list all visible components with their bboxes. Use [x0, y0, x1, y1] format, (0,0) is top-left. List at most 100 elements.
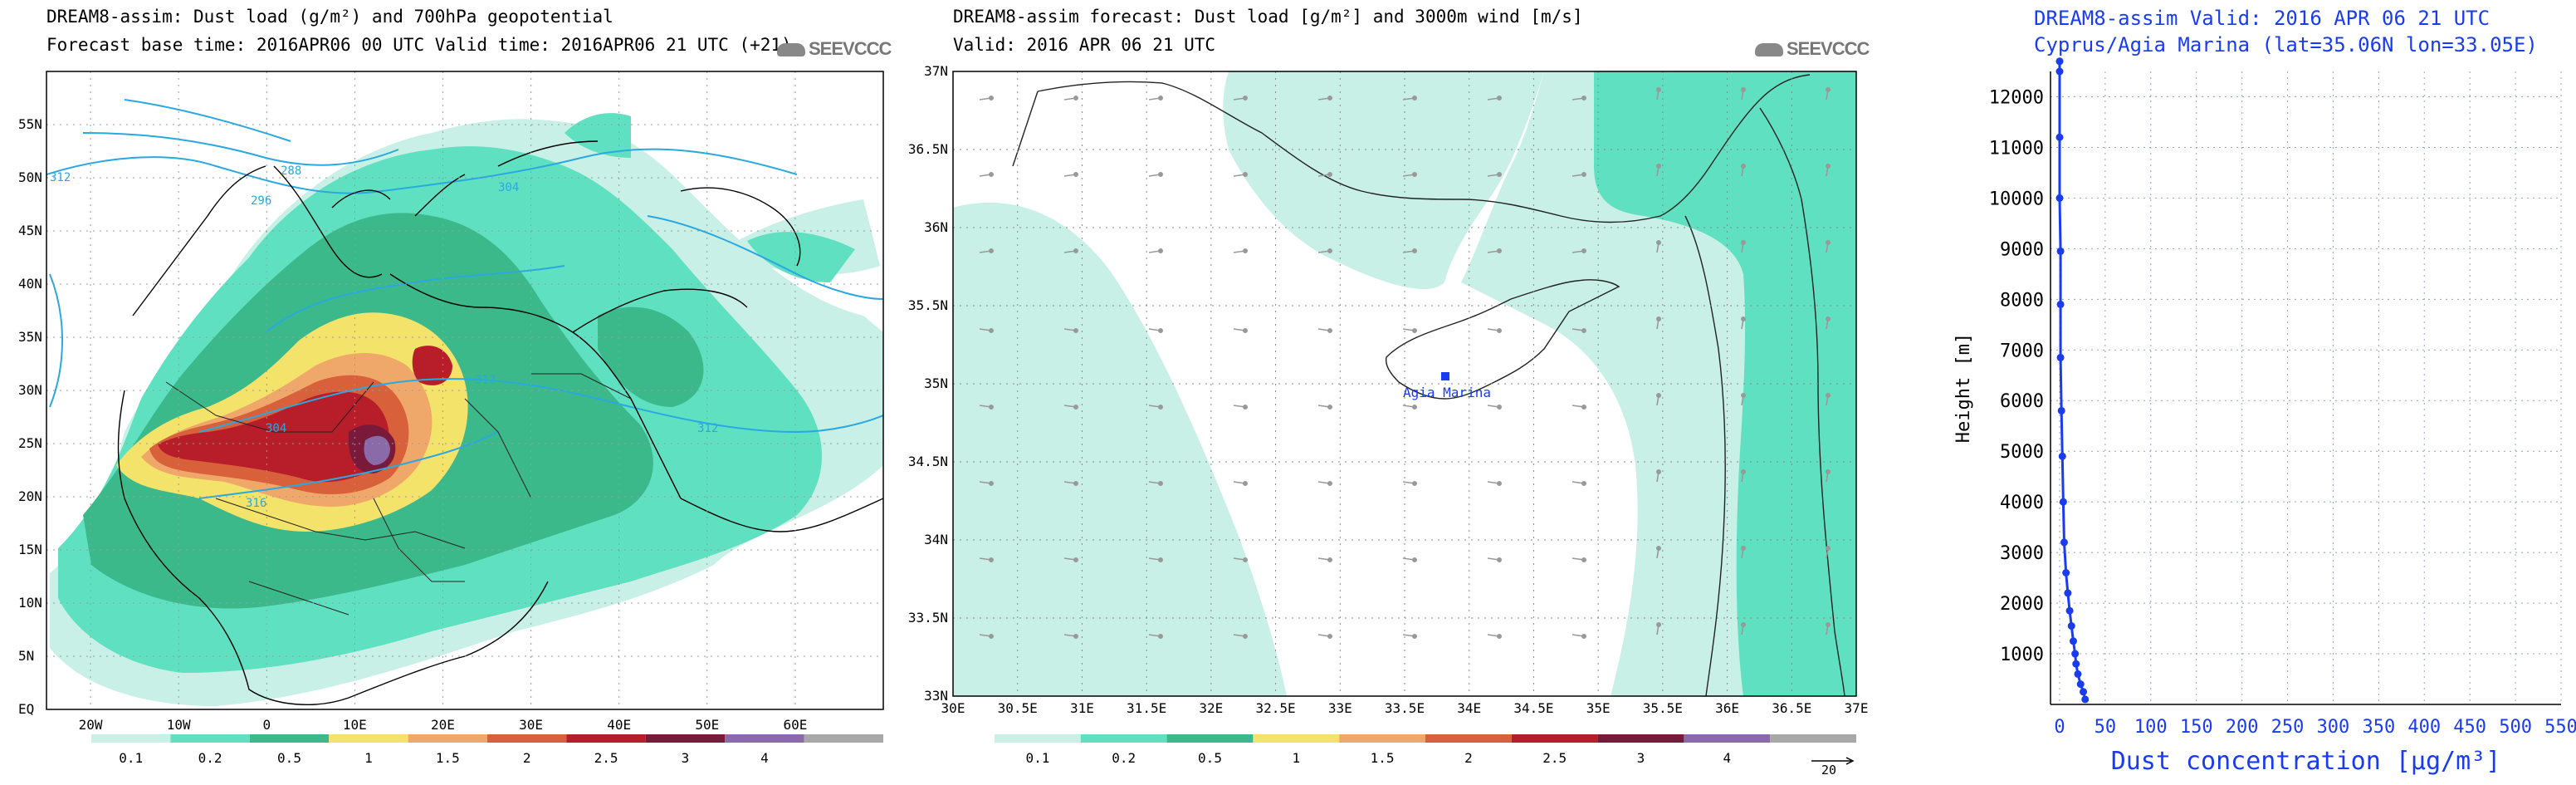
cyprus-map-canvas: Agia Marina 37N36.5N36N35.5N35N34.5N34N3… — [908, 63, 1869, 778]
wind-arrow-head — [1496, 96, 1502, 101]
wind-arrow-head — [1327, 404, 1332, 410]
y-tick-label: 7000 — [2000, 341, 2044, 361]
x-tick-label: 0 — [2054, 717, 2065, 738]
wind-arrow-head — [989, 480, 995, 486]
wind-arrow-head — [1411, 557, 1417, 562]
latitude-tick-label: 35.5N — [908, 297, 948, 313]
latitude-tick-label: 10N — [18, 595, 42, 611]
colorbar-swatch — [995, 734, 1081, 743]
longitude-tick-label: 36E — [1715, 700, 1739, 716]
wind-arrow-head — [1242, 404, 1248, 410]
wind-arrow-head — [1327, 327, 1332, 333]
profile-point — [2060, 538, 2068, 547]
wind-arrow-head — [1740, 621, 1746, 627]
colorbar-tick-label: 1 — [364, 750, 373, 766]
wind-arrow-head — [1655, 545, 1661, 551]
wind-arrow-head — [1157, 172, 1163, 178]
colorbar-swatch — [1080, 734, 1167, 743]
longitude-tick-label: 30E — [941, 700, 965, 716]
arrow-head-icon — [1845, 757, 1855, 765]
longitude-tick-label: 34E — [1457, 700, 1481, 716]
contour-label: 312 — [475, 374, 496, 387]
contour-label: 316 — [246, 497, 266, 510]
wind-arrow-head — [1496, 633, 1502, 639]
latitude-tick-label: 30N — [18, 382, 42, 398]
longitude-tick-label: 60E — [783, 717, 807, 733]
longitude-tick-label: 31E — [1070, 700, 1094, 716]
wind-arrow-head — [1157, 633, 1163, 639]
colorbar-swatch — [249, 734, 330, 743]
wind-arrow-head — [1581, 96, 1586, 101]
cyprus-coastlines — [1012, 74, 1845, 696]
profile-point — [2055, 67, 2064, 76]
wind-arrow-head — [1327, 633, 1332, 639]
contour-label: 296 — [251, 194, 271, 208]
profile-point — [2056, 353, 2065, 361]
y-tick-label: 2000 — [2000, 594, 2044, 615]
longitude-tick-label: 33E — [1328, 700, 1352, 716]
latitude-tick-label: EQ — [18, 701, 34, 717]
wind-arrow-head — [1655, 621, 1661, 627]
profile-point — [2065, 606, 2074, 615]
y-tick-label: 10000 — [1989, 189, 2044, 209]
profile-point — [2058, 452, 2066, 460]
wind-arrow-head — [1242, 480, 1248, 486]
longitude-tick-label: 50E — [695, 717, 719, 733]
colorbar-swatch — [1684, 734, 1771, 743]
wind-arrow-head — [1411, 248, 1417, 253]
wind-arrow-head — [1496, 404, 1502, 410]
profile-point — [2055, 57, 2064, 66]
seevccc-logo: SEEVCCC — [1755, 38, 1870, 60]
profile-point — [2062, 569, 2070, 577]
longitude-tick-label: 37E — [1845, 700, 1869, 716]
dust-region-north — [1223, 71, 1544, 290]
latitude-tick-label: 34N — [924, 532, 948, 547]
wind-arrow-head — [1411, 480, 1417, 486]
agia-marina-marker — [1441, 372, 1449, 380]
cloud-icon — [777, 43, 805, 57]
latitude-tick-label: 45N — [18, 223, 42, 238]
wind-arrow-head — [1411, 633, 1417, 639]
longitude-tick-label: 10W — [167, 717, 191, 733]
profile-point — [2059, 498, 2067, 506]
x-tick-label: 350 — [2362, 717, 2395, 738]
wind-arrow-head — [1411, 96, 1417, 101]
wind-arrow-head — [1073, 633, 1079, 639]
longitude-tick-label: 32E — [1199, 700, 1223, 716]
wind-vectors — [979, 87, 1831, 639]
wind-arrow-head — [989, 248, 995, 253]
wind-arrow-head — [1242, 633, 1248, 639]
map-title: DREAM8-assim: Dust load (g/m²) and 700hP… — [46, 7, 613, 27]
wind-arrow-head — [1157, 480, 1163, 486]
wind-arrow-head — [1411, 327, 1417, 333]
profile-title: DREAM8-assim Valid: 2016 APR 06 21 UTC — [2034, 7, 2490, 30]
wind-arrow-head — [1496, 557, 1502, 562]
wind-arrow-head — [1242, 327, 1248, 333]
wind-arrow-head — [1073, 480, 1079, 486]
x-tick-label: 450 — [2453, 717, 2486, 738]
contour-label: 304 — [266, 422, 286, 435]
colorbar-tick-label: 0.1 — [1025, 750, 1049, 766]
profile-axes: 0 50 100 150 200 250 300 350 400 450 500 550 1000 200… — [1989, 71, 2576, 738]
wind-arrow-head — [1826, 469, 1831, 474]
colorbar-tick-label: 2 — [523, 750, 531, 766]
colorbar-swatch — [91, 734, 171, 743]
wind-arrow-head — [1157, 327, 1163, 333]
wind-arrow-head — [1073, 96, 1079, 101]
x-tick-label: 50 — [2095, 717, 2117, 738]
latitude-tick-label: 33N — [924, 688, 948, 704]
x-tick-label: 100 — [2134, 717, 2168, 738]
wind-arrow-head — [1826, 239, 1831, 245]
map-gridlines — [46, 71, 883, 710]
profile-point — [2071, 650, 2080, 658]
wind-arrow-head — [989, 633, 995, 639]
longitude-tick-label: 36.5E — [1772, 700, 1811, 716]
vertical-profile-panel: DREAM8-assim Valid: 2016 APR 06 21 UTC C… — [1893, 0, 2576, 785]
longitude-tick-label: 34.5E — [1513, 700, 1553, 716]
y-tick-label: 5000 — [2000, 442, 2044, 463]
wind-arrow-head — [1157, 557, 1163, 562]
wind-arrow-head — [1073, 327, 1079, 333]
wind-arrow-head — [1242, 248, 1248, 253]
wind-arrow-head — [1740, 87, 1746, 93]
wind-arrow-head — [1740, 469, 1746, 474]
